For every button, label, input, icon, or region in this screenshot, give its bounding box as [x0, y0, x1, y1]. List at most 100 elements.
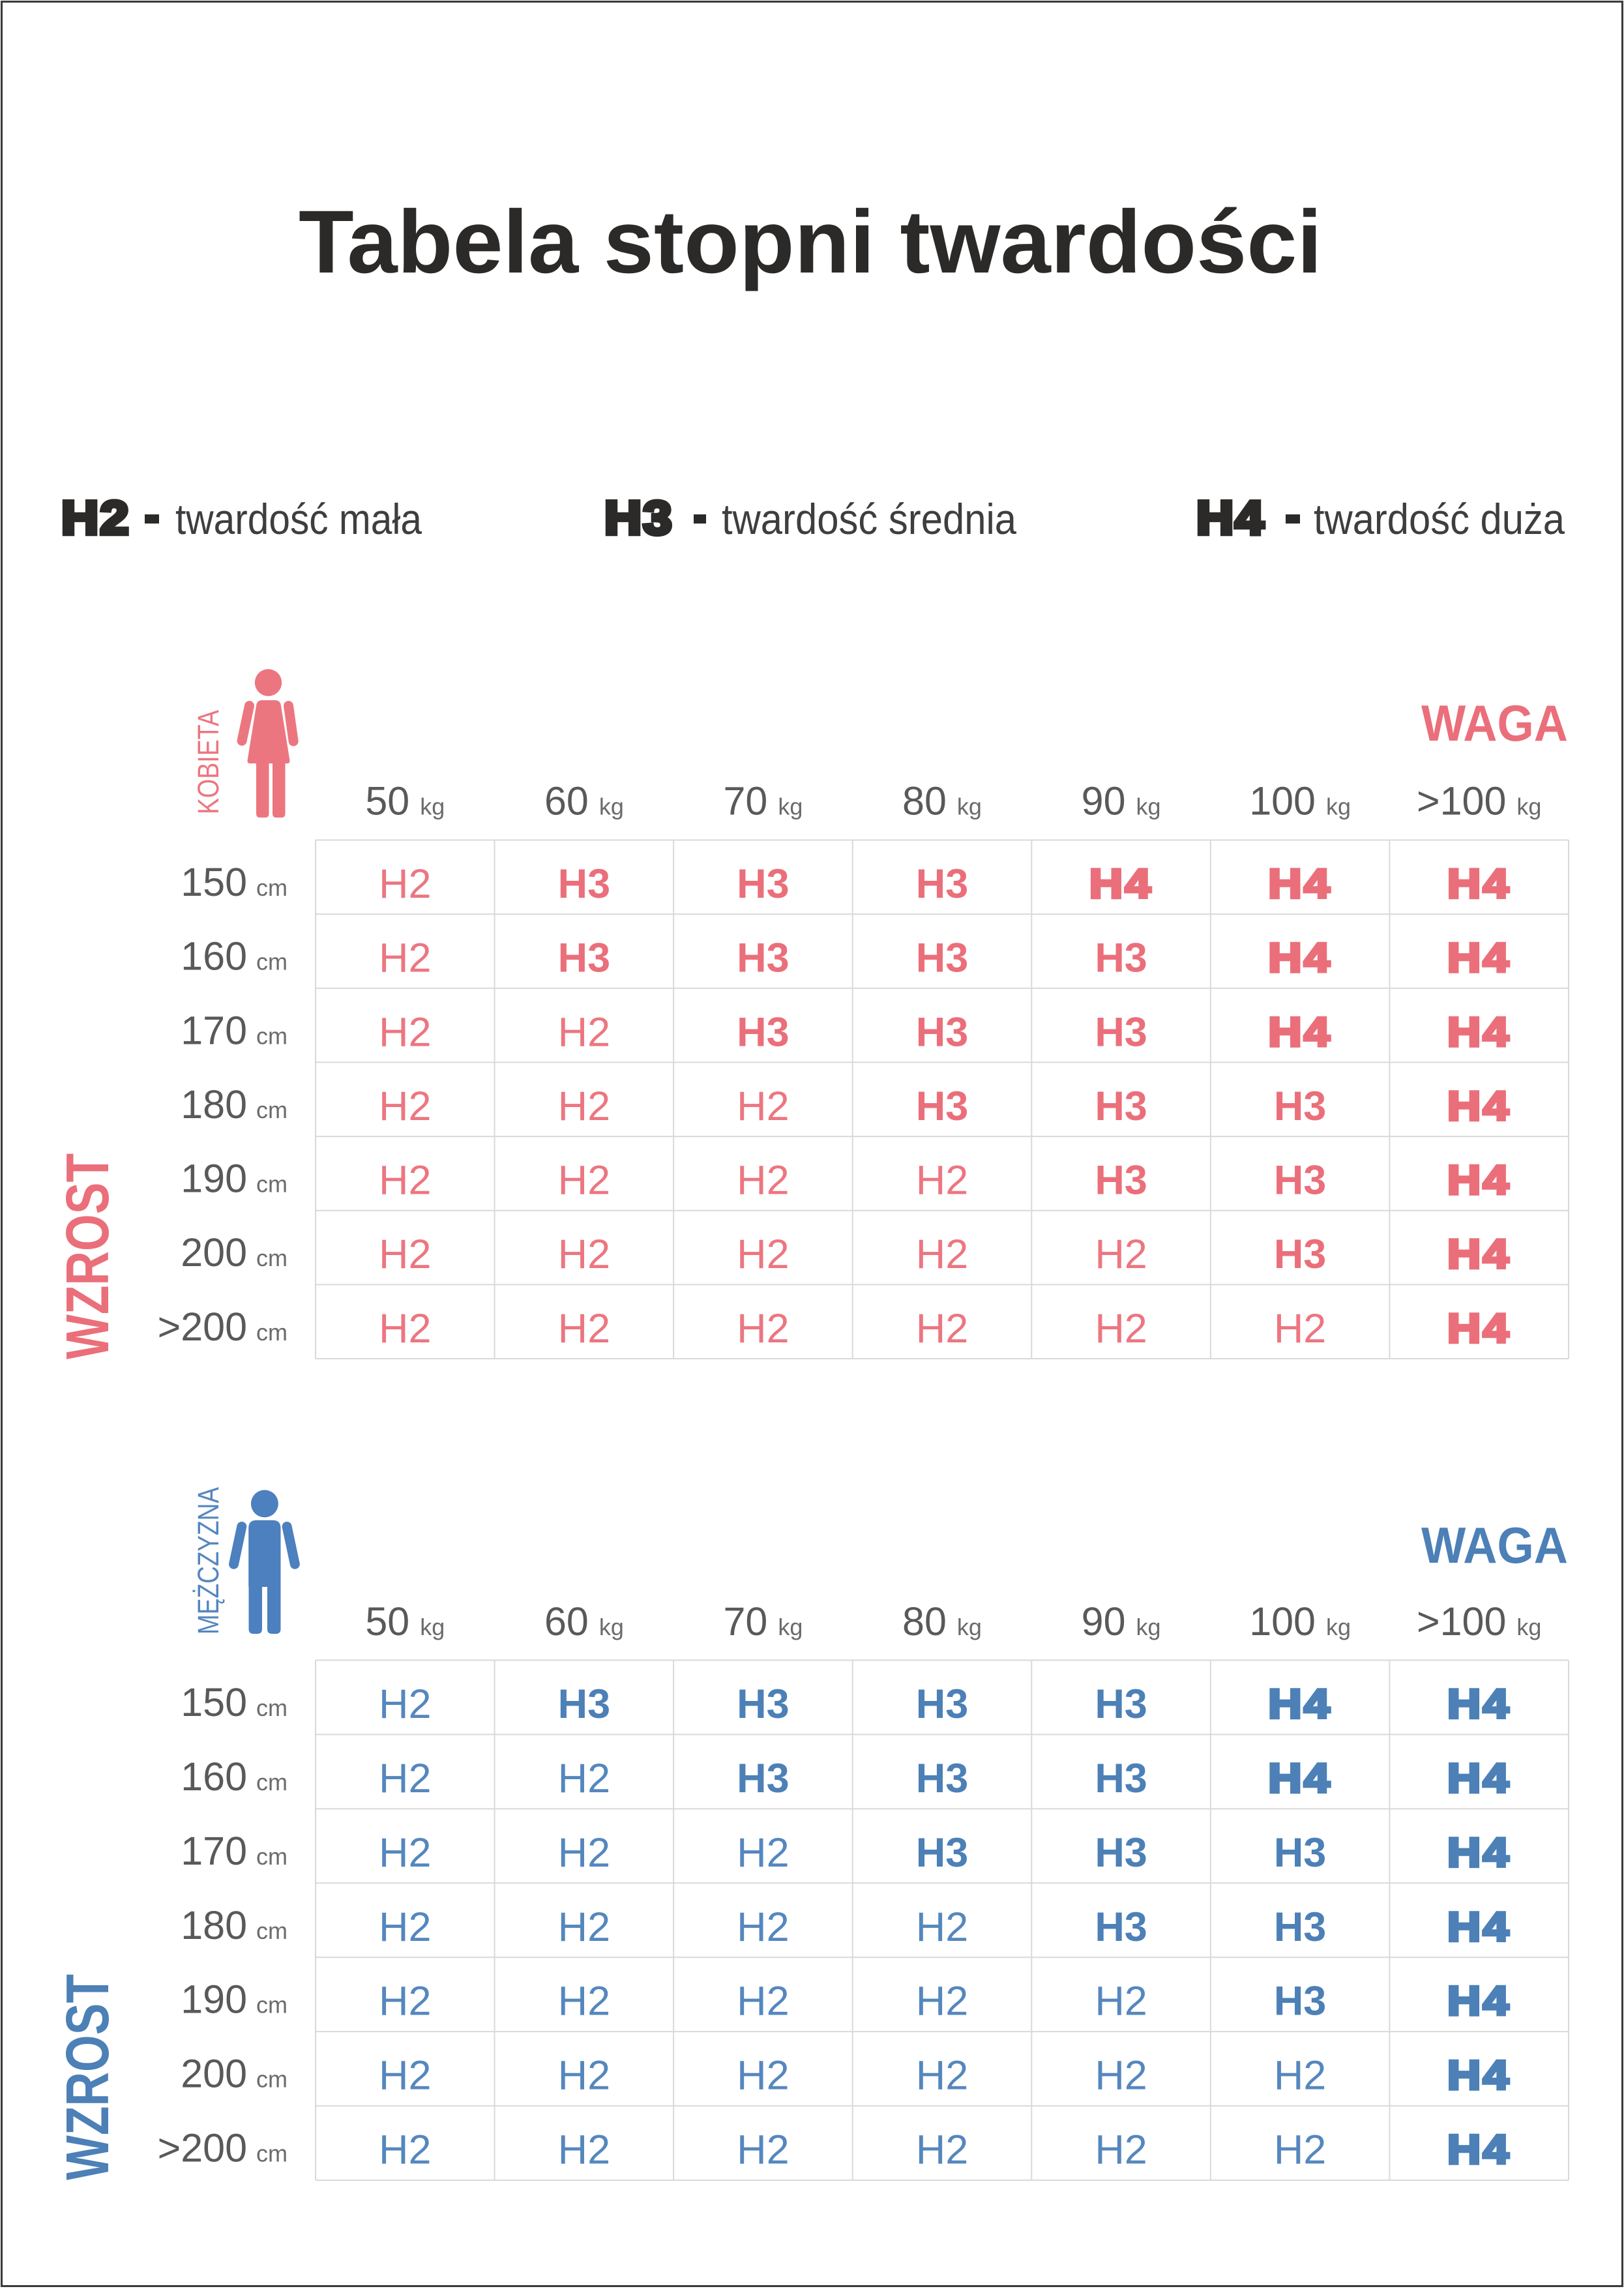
svg-text:H2: H2: [737, 1232, 790, 1277]
svg-text:H2: H2: [558, 1158, 611, 1204]
svg-text:H4: H4: [1447, 1830, 1511, 1876]
svg-text:H2: H2: [558, 2053, 611, 2099]
svg-text:H2: H2: [916, 1158, 969, 1204]
svg-text:H2: H2: [61, 492, 130, 544]
svg-text:H3: H3: [916, 1009, 969, 1055]
svg-text:H2: H2: [1095, 1232, 1147, 1277]
svg-text:H3: H3: [1274, 1232, 1327, 1277]
svg-text:H3: H3: [1095, 1084, 1147, 1129]
svg-text:H4: H4: [1089, 861, 1153, 907]
svg-text:H3: H3: [1274, 1979, 1327, 2024]
svg-text:twardość średnia: twardość średnia: [722, 495, 1016, 543]
svg-text:H2: H2: [916, 2127, 969, 2173]
svg-text:H4: H4: [1447, 2052, 1511, 2098]
svg-text:H3: H3: [1095, 1158, 1147, 1204]
svg-text:H3: H3: [916, 1681, 969, 1727]
svg-text:H2: H2: [737, 2053, 790, 2099]
svg-text:H2: H2: [558, 1306, 611, 1352]
svg-text:twardość mała: twardość mała: [175, 495, 422, 543]
svg-text:H3: H3: [916, 936, 969, 981]
svg-text:H2: H2: [916, 1232, 969, 1277]
svg-text:H3: H3: [737, 861, 790, 907]
svg-text:H4: H4: [1196, 492, 1265, 544]
svg-text:H2: H2: [1274, 2053, 1327, 2099]
svg-text:Tabela stopni twardości: Tabela stopni twardości: [299, 192, 1322, 292]
svg-text:H2: H2: [558, 1756, 611, 1801]
svg-text:H2: H2: [1095, 2053, 1147, 2099]
svg-text:H2: H2: [558, 1232, 611, 1277]
svg-text:H4: H4: [1268, 1681, 1332, 1727]
svg-text:H2: H2: [737, 1830, 790, 1876]
svg-text:H3: H3: [604, 492, 673, 544]
svg-text:H2: H2: [379, 1756, 432, 1801]
svg-text:H2: H2: [558, 1904, 611, 1950]
svg-text:H3: H3: [1095, 936, 1147, 981]
svg-text:H2: H2: [379, 1904, 432, 1950]
svg-text:H2: H2: [379, 2053, 432, 2099]
svg-text:H2: H2: [379, 1158, 432, 1204]
svg-text:H3: H3: [916, 861, 969, 907]
svg-text:H2: H2: [1095, 1979, 1147, 2024]
svg-text:H2: H2: [379, 1306, 432, 1352]
svg-text:H4: H4: [1268, 861, 1332, 907]
svg-text:H2: H2: [379, 936, 432, 981]
svg-text:H2: H2: [1274, 2127, 1327, 2173]
svg-text:H3: H3: [1095, 1904, 1147, 1950]
svg-text:H2: H2: [737, 1979, 790, 2024]
svg-text:WZROST: WZROST: [53, 1974, 121, 2180]
svg-text:H4: H4: [1447, 1681, 1511, 1727]
svg-text:H3: H3: [1274, 1904, 1327, 1950]
svg-text:H4: H4: [1447, 1232, 1511, 1277]
svg-text:H2: H2: [558, 1830, 611, 1876]
svg-text:H2: H2: [916, 2053, 969, 2099]
svg-text:H2: H2: [737, 1904, 790, 1950]
svg-text:H3: H3: [1274, 1830, 1327, 1876]
svg-text:H4: H4: [1447, 1978, 1511, 2024]
svg-text:H2: H2: [916, 1306, 969, 1352]
svg-text:H4: H4: [1447, 1756, 1511, 1801]
svg-text:WZROST: WZROST: [53, 1153, 121, 1359]
svg-text:H3: H3: [737, 936, 790, 981]
svg-text:H4: H4: [1447, 2127, 1511, 2172]
svg-text:H2: H2: [558, 2127, 611, 2173]
svg-text:WAGA: WAGA: [1421, 694, 1568, 752]
svg-text:H2: H2: [737, 1084, 790, 1129]
svg-text:H4: H4: [1447, 1904, 1511, 1950]
svg-text:H4: H4: [1447, 1009, 1511, 1055]
svg-text:H2: H2: [379, 1232, 432, 1277]
svg-text:H2: H2: [379, 2127, 432, 2173]
svg-text:H4: H4: [1268, 935, 1332, 981]
svg-text:H3: H3: [737, 1009, 790, 1055]
svg-text:H3: H3: [916, 1830, 969, 1876]
svg-text:H2: H2: [379, 1009, 432, 1055]
svg-text:H4: H4: [1447, 1084, 1511, 1129]
svg-text:H4: H4: [1447, 861, 1511, 907]
svg-text:H3: H3: [558, 936, 611, 981]
svg-text:twardość duża: twardość duża: [1314, 495, 1565, 543]
svg-text:H2: H2: [379, 861, 432, 907]
svg-text:H4: H4: [1268, 1756, 1332, 1801]
svg-text:H2: H2: [558, 1084, 611, 1129]
svg-text:H2: H2: [737, 2127, 790, 2173]
svg-text:H3: H3: [1095, 1009, 1147, 1055]
svg-text:H2: H2: [1095, 2127, 1147, 2173]
svg-text:H4: H4: [1447, 935, 1511, 981]
svg-text:H2: H2: [1274, 1306, 1327, 1352]
svg-text:H3: H3: [1274, 1158, 1327, 1204]
svg-text:H4: H4: [1447, 1306, 1511, 1352]
svg-text:H3: H3: [916, 1756, 969, 1801]
svg-text:H3: H3: [737, 1681, 790, 1727]
svg-text:H2: H2: [737, 1306, 790, 1352]
svg-text:KOBIETA: KOBIETA: [192, 710, 225, 814]
svg-text:MĘŻCZYZNA: MĘŻCZYZNA: [192, 1487, 225, 1634]
svg-text:H3: H3: [916, 1084, 969, 1129]
svg-text:H3: H3: [1095, 1681, 1147, 1727]
svg-text:WAGA: WAGA: [1421, 1516, 1568, 1574]
svg-text:H2: H2: [379, 1830, 432, 1876]
